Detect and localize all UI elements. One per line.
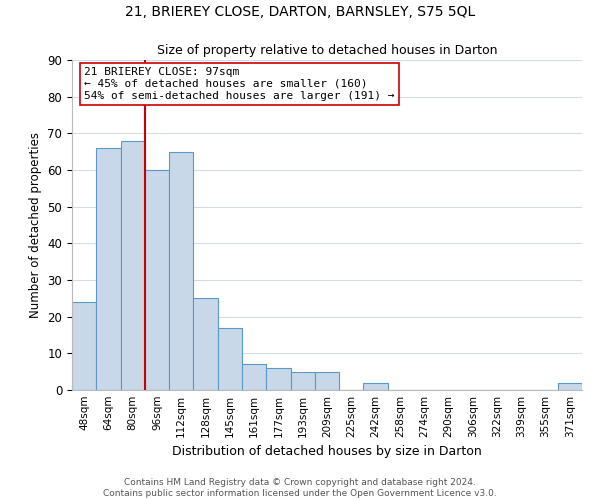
- Bar: [218, 328, 242, 390]
- Bar: [72, 302, 96, 390]
- Text: 21, BRIEREY CLOSE, DARTON, BARNSLEY, S75 5QL: 21, BRIEREY CLOSE, DARTON, BARNSLEY, S75…: [125, 5, 475, 19]
- Bar: [558, 382, 582, 390]
- Title: Size of property relative to detached houses in Darton: Size of property relative to detached ho…: [157, 44, 497, 58]
- Bar: [364, 382, 388, 390]
- Text: Contains HM Land Registry data © Crown copyright and database right 2024.
Contai: Contains HM Land Registry data © Crown c…: [103, 478, 497, 498]
- Text: 21 BRIEREY CLOSE: 97sqm
← 45% of detached houses are smaller (160)
54% of semi-d: 21 BRIEREY CLOSE: 97sqm ← 45% of detache…: [85, 68, 395, 100]
- X-axis label: Distribution of detached houses by size in Darton: Distribution of detached houses by size …: [172, 446, 482, 458]
- Bar: [121, 140, 145, 390]
- Bar: [266, 368, 290, 390]
- Y-axis label: Number of detached properties: Number of detached properties: [29, 132, 42, 318]
- Bar: [290, 372, 315, 390]
- Bar: [145, 170, 169, 390]
- Bar: [193, 298, 218, 390]
- Bar: [315, 372, 339, 390]
- Bar: [169, 152, 193, 390]
- Bar: [242, 364, 266, 390]
- Bar: [96, 148, 121, 390]
